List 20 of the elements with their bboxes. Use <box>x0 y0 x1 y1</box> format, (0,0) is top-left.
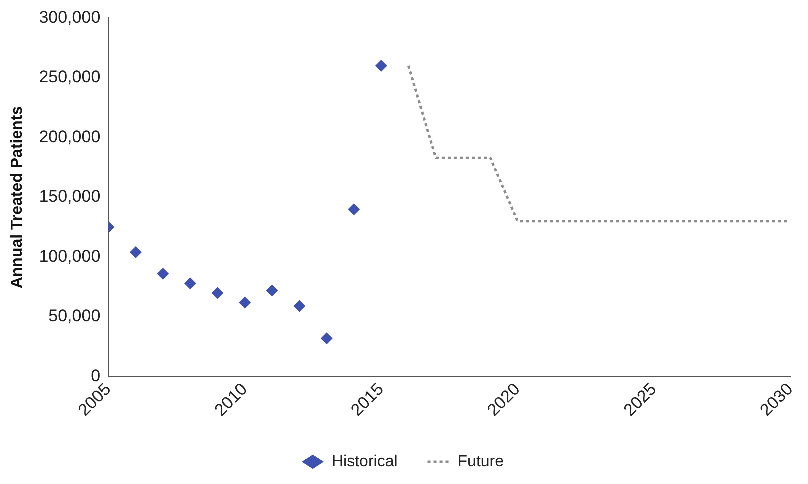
y-tick-label: 50,000 <box>48 306 101 326</box>
point <box>375 60 388 72</box>
y-tick-label: 100,000 <box>39 246 101 266</box>
point <box>157 268 170 280</box>
y-tick-label: 200,000 <box>39 127 101 146</box>
point <box>130 246 142 259</box>
point <box>184 278 196 290</box>
point <box>239 296 252 309</box>
y-tick-label: 250,000 <box>39 68 101 87</box>
legend-label: Historical <box>332 453 398 470</box>
point <box>320 332 333 345</box>
point <box>212 287 224 300</box>
y-tick-label: 0 <box>91 366 101 386</box>
y-tick-label: 300,000 <box>39 8 101 27</box>
legend-label: Future <box>458 453 504 470</box>
point <box>348 203 360 216</box>
y-axis-title: Annual Treated Patients <box>9 106 26 289</box>
point <box>266 284 278 297</box>
y-tick-label: 150,000 <box>39 187 101 206</box>
point <box>294 300 306 312</box>
